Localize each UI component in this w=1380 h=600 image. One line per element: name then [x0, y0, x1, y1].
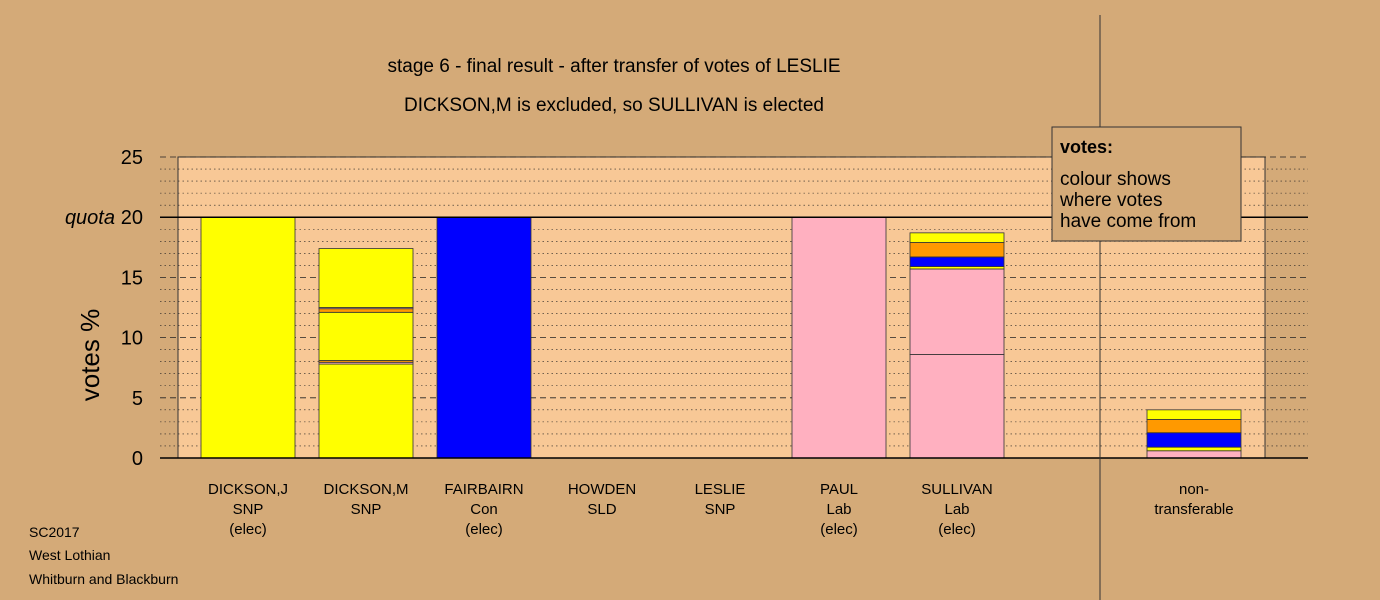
x-tick-label: (elec) [465, 521, 503, 538]
y-tick-label: 10 [121, 328, 143, 350]
x-tick-label: SNP [351, 501, 382, 518]
bar-segment [909, 256, 1005, 267]
bar-segment [436, 216, 532, 459]
bar-segment [1146, 419, 1242, 434]
x-tick-label: HOWDEN [568, 481, 636, 498]
x-tick-label: FAIRBAIRN [444, 481, 523, 498]
x-tick-label: PAUL [820, 481, 858, 498]
y-tick-label: 0 [132, 448, 143, 470]
bar-segment [318, 248, 414, 308]
y-tick-label: 15 [121, 267, 143, 289]
bar-segment [318, 311, 414, 361]
quota-label: quota [65, 207, 115, 229]
chart-subtitle: DICKSON,M is excluded, so SULLIVAN is el… [404, 95, 824, 116]
x-tick-label: DICKSON,J [208, 481, 288, 498]
bar-segment [1146, 446, 1242, 452]
bar-segment [1146, 409, 1242, 420]
x-tick-label: Con [470, 501, 498, 518]
bar-segment [909, 232, 1005, 243]
bar-stack [200, 216, 296, 459]
bar-segment [791, 216, 887, 459]
bar-segment [200, 216, 296, 459]
x-tick-label: (elec) [938, 521, 976, 538]
x-axis-labels: DICKSON,J SNP (elec) DICKSON,M SNP FAIRBAIRN C… [208, 481, 1234, 538]
y-axis-label: votes % [75, 309, 105, 402]
legend-title: votes: [1060, 137, 1113, 157]
bar-segment [909, 242, 1005, 258]
bar-segment [909, 354, 1005, 459]
y-tick-label: 25 [121, 147, 143, 169]
x-tick-label: Lab [826, 501, 851, 518]
x-tick-label: Lab [944, 501, 969, 518]
bar-stack [1146, 409, 1242, 459]
legend-box: votes: colour shows where votes have com… [1051, 126, 1242, 242]
x-tick-label: LESLIE [695, 481, 746, 498]
bars [200, 216, 1242, 459]
bar-segment [318, 363, 414, 459]
chart-title: stage 6 - final result - after transfer … [387, 56, 840, 77]
footer-ward: Whitburn and Blackburn [29, 571, 178, 587]
x-tick-label: SULLIVAN [921, 481, 992, 498]
x-tick-label: SLD [587, 501, 616, 518]
bar-stack [791, 216, 887, 459]
bar-stack [909, 232, 1005, 459]
footer-council: West Lothian [29, 547, 110, 563]
legend-line: have come from [1060, 211, 1196, 232]
bar-segment [909, 268, 1005, 355]
legend-frame [1051, 126, 1242, 242]
bar-segment [318, 308, 414, 313]
bar-stack [318, 248, 414, 459]
y-tick-label: 5 [132, 388, 143, 410]
legend-line: colour shows [1060, 169, 1171, 190]
x-tick-label: SNP [233, 501, 264, 518]
bar-stack [436, 216, 532, 459]
bar-segment [1146, 450, 1242, 459]
x-tick-label: DICKSON,M [323, 481, 408, 498]
x-tick-label: (elec) [229, 521, 267, 538]
legend-line: where votes [1059, 190, 1162, 211]
bar-segment [1146, 432, 1242, 448]
y-tick-label: 20 [121, 207, 143, 229]
x-tick-label: non- [1179, 481, 1209, 498]
x-tick-label: transferable [1154, 501, 1233, 518]
footer-code: SC2017 [29, 524, 80, 540]
x-tick-label: (elec) [820, 521, 858, 538]
x-tick-label: SNP [705, 501, 736, 518]
